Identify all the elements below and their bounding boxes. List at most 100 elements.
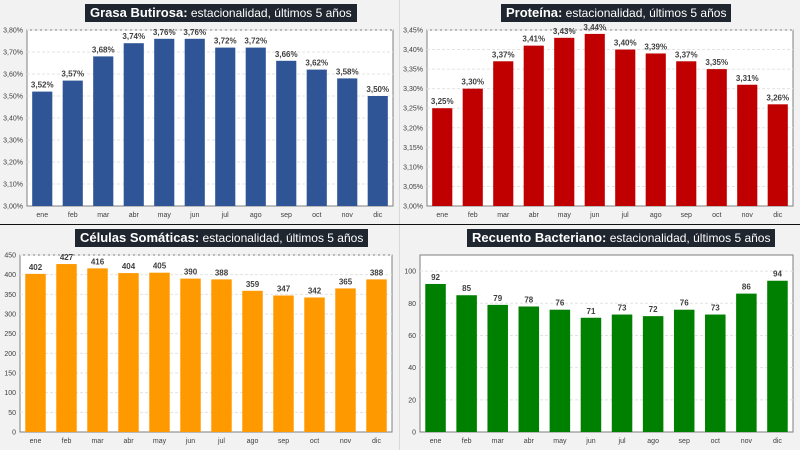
- x-tick-label: abr: [529, 212, 540, 219]
- chart-panel-grasa-butirosa: Grasa Butirosa: estacionalidad, últimos …: [0, 0, 400, 225]
- bar-may: [149, 272, 170, 432]
- x-tick-label: jul: [618, 438, 626, 445]
- y-tick-label: 400: [4, 272, 16, 279]
- y-tick-label: 0: [412, 430, 416, 437]
- x-tick-label: ene: [430, 438, 442, 445]
- x-tick-label: dic: [373, 212, 382, 219]
- x-tick-label: jun: [589, 212, 599, 219]
- chart-title: Células Somáticas: estacionalidad, últim…: [75, 229, 369, 247]
- plot-area: [419, 254, 794, 433]
- data-label: 76: [680, 299, 689, 308]
- x-tick-label: mar: [497, 212, 510, 219]
- data-label: 73: [618, 304, 627, 313]
- chart-panel-proteina: Proteína: estacionalidad, últimos 5 años…: [400, 0, 800, 225]
- bar-jun: [584, 33, 605, 207]
- bar-jul: [215, 47, 236, 206]
- data-label: 416: [91, 257, 105, 266]
- chart-title: Proteína: estacionalidad, últimos 5 años: [501, 4, 732, 22]
- data-label: 3,76%: [153, 28, 176, 37]
- data-label: 359: [246, 280, 260, 289]
- bar-jul: [211, 279, 232, 432]
- x-tick-label: oct: [711, 438, 720, 445]
- bar-mar: [493, 61, 514, 207]
- x-tick-label: ene: [36, 212, 48, 219]
- data-label: 3,37%: [492, 50, 515, 59]
- data-label: 85: [462, 284, 471, 293]
- bar-ago: [645, 53, 666, 206]
- x-tick-label: jul: [217, 438, 225, 445]
- bar-dic: [366, 279, 387, 432]
- y-tick-label: 3,45%: [403, 28, 423, 35]
- chart-title-bold: Células Somáticas:: [80, 230, 200, 245]
- x-tick-label: dic: [773, 212, 782, 219]
- y-tick-label: 3,20%: [403, 125, 423, 132]
- x-tick-label: may: [553, 438, 567, 445]
- x-tick-label: abr: [524, 438, 535, 445]
- bar-ene: [32, 91, 53, 206]
- x-tick-label: sep: [278, 438, 289, 445]
- x-tick-label: ene: [436, 212, 448, 219]
- x-tick-label: oct: [312, 212, 321, 219]
- y-tick-label: 350: [4, 292, 16, 299]
- y-tick-label: 200: [4, 351, 16, 358]
- bar-dic: [367, 96, 388, 206]
- chart-svg: 3,00% 3,05% 3,10% 3,15% 3,20% 3,25% 3,30% 3,35%…: [403, 23, 794, 219]
- bar-sep: [276, 60, 297, 206]
- data-label: 3,66%: [275, 50, 298, 59]
- data-label: 3,57%: [61, 70, 84, 79]
- bar-jun: [184, 38, 205, 206]
- y-tick-label: 3,10%: [403, 164, 423, 171]
- data-label: 3,68%: [92, 45, 115, 54]
- x-tick-label: sep: [681, 212, 692, 219]
- bar-abr: [518, 306, 540, 432]
- bar-ago: [245, 47, 266, 206]
- data-label: 3,62%: [305, 59, 328, 68]
- x-tick-label: ago: [250, 212, 262, 219]
- x-tick-label: oct: [310, 438, 319, 445]
- bar-abr: [118, 273, 139, 432]
- y-tick-label: 450: [4, 253, 16, 260]
- data-label: 3,50%: [366, 85, 389, 94]
- chart-svg: 0 50 100 150 200 250 300 350 400 450 402 ene 427 feb 4…: [4, 253, 393, 445]
- x-tick-label: jul: [621, 212, 629, 219]
- x-tick-label: jul: [221, 212, 229, 219]
- data-label: 92: [431, 273, 440, 282]
- data-label: 3,25%: [431, 97, 454, 106]
- y-tick-label: 250: [4, 331, 16, 338]
- bar-oct: [306, 69, 327, 206]
- y-tick-label: 3,20%: [3, 160, 23, 167]
- y-tick-label: 3,30%: [403, 86, 423, 93]
- chart-panel-recuento-bacteriano: Recuento Bacteriano: estacionalidad, últ…: [400, 225, 800, 450]
- bar-feb: [62, 80, 83, 206]
- bar-nov: [335, 288, 356, 432]
- chart-panel-celulas-somaticas: Células Somáticas: estacionalidad, últim…: [0, 225, 400, 450]
- x-tick-label: abr: [129, 212, 140, 219]
- data-label: 3,52%: [31, 81, 54, 90]
- bar-jul: [615, 49, 636, 206]
- x-tick-label: mar: [97, 212, 110, 219]
- bar-jul: [611, 314, 633, 432]
- x-tick-label: ago: [647, 438, 659, 445]
- y-tick-label: 100: [404, 269, 416, 276]
- data-label: 3,26%: [766, 93, 789, 102]
- y-tick-label: 20: [408, 397, 416, 404]
- bar-ago: [642, 316, 664, 432]
- data-label: 3,74%: [122, 32, 145, 41]
- chart-title: Recuento Bacteriano: estacionalidad, últ…: [467, 229, 776, 247]
- y-tick-label: 3,80%: [3, 28, 23, 35]
- data-label: 3,44%: [583, 23, 606, 32]
- x-tick-label: mar: [492, 438, 505, 445]
- x-tick-label: nov: [340, 438, 352, 445]
- data-label: 405: [153, 262, 167, 271]
- chart-title-rest: estacionalidad, últimos 5 años: [199, 231, 364, 245]
- data-label: 3,43%: [553, 27, 576, 36]
- data-label: 3,58%: [336, 67, 359, 76]
- data-label: 390: [184, 268, 198, 277]
- bar-jun: [180, 278, 201, 432]
- data-label: 404: [122, 262, 136, 271]
- chart-title-bold: Recuento Bacteriano:: [472, 230, 607, 245]
- vertical-divider: [399, 0, 400, 450]
- x-tick-label: oct: [712, 212, 721, 219]
- y-tick-label: 0: [12, 430, 16, 437]
- bar-feb: [456, 295, 477, 432]
